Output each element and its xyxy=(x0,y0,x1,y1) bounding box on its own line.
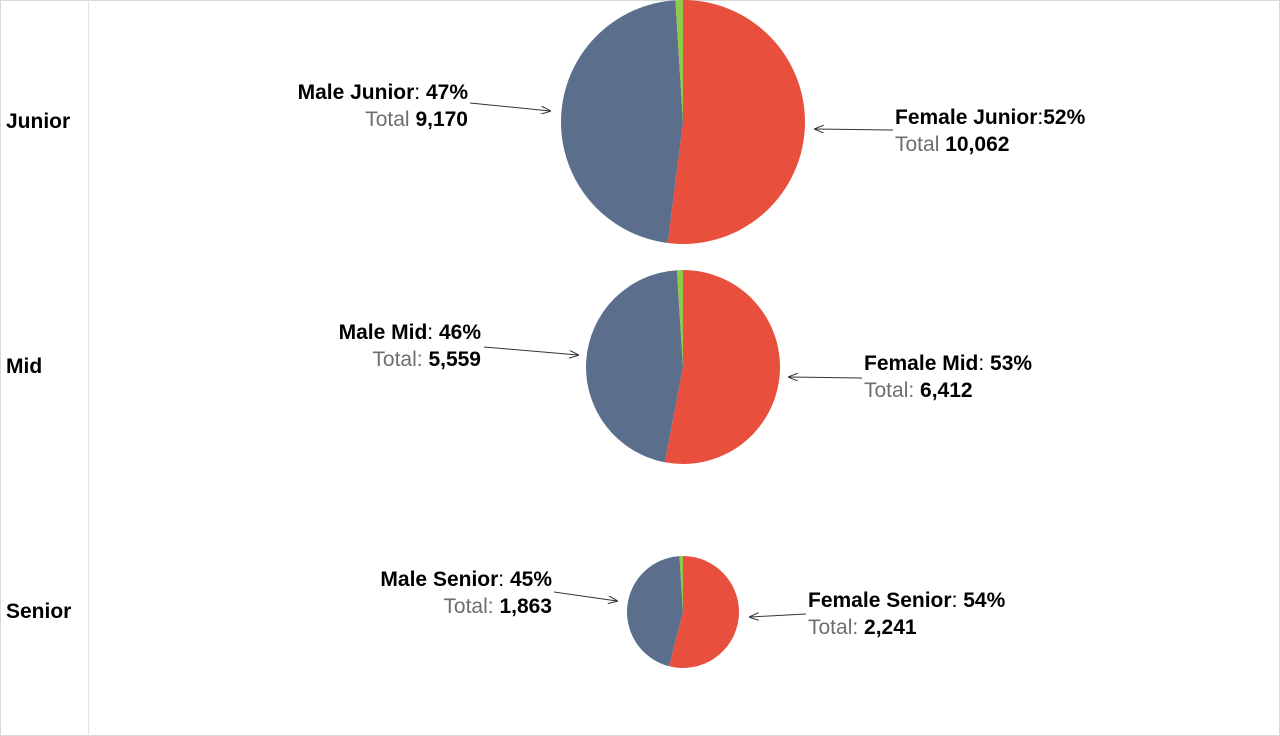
label-female-mid-total: 6,412 xyxy=(920,379,973,402)
label-female-senior-pct: 54% xyxy=(963,589,1006,612)
pie-slice-male-junior xyxy=(560,0,683,244)
label-male-mid-total: 5,559 xyxy=(428,348,481,371)
label-female-mid-pct: 53% xyxy=(990,352,1033,375)
label-male-senior-total: 1,863 xyxy=(499,595,552,618)
callout-arrow-male-junior xyxy=(469,102,550,111)
pie-slice-female-mid xyxy=(664,270,781,465)
label-male-senior-total-label: Total: xyxy=(443,595,500,618)
callout-male-senior: Male Senior: 45% Total: 1,863 xyxy=(380,566,552,620)
pie-slice-male-senior xyxy=(626,556,683,667)
label-female-mid-total-label: Total: xyxy=(864,379,921,402)
row-header-divider xyxy=(88,0,89,736)
callout-female-junior: Female Junior:52% Total 10,062 xyxy=(895,104,1085,158)
callout-male-mid: Male Mid: 46% Total: 5,559 xyxy=(339,319,481,373)
label-female-junior-pct: 52% xyxy=(1043,106,1086,129)
label-female-junior-name: Female Junior xyxy=(895,106,1038,129)
label-female-senior-total-label: Total: xyxy=(808,616,865,639)
callout-female-senior: Female Senior: 54% Total: 2,241 xyxy=(808,587,1005,641)
label-male-junior-total: 9,170 xyxy=(415,108,468,131)
callout-arrow-female-mid xyxy=(789,377,863,378)
label-female-mid-sep: : xyxy=(978,352,991,375)
row-label-junior: Junior xyxy=(6,110,71,133)
callout-male-junior: Male Junior: 47% Total 9,170 xyxy=(298,79,468,133)
row-label-mid: Mid xyxy=(6,355,43,378)
pie-slice-other-junior xyxy=(675,0,683,122)
label-female-mid-name: Female Mid xyxy=(864,352,979,375)
label-female-senior-sep: : xyxy=(951,589,964,612)
label-male-mid-sep: : xyxy=(427,321,439,344)
callout-arrow-male-senior xyxy=(553,591,617,601)
label-female-senior-name: Female Senior xyxy=(808,589,952,612)
pie-slice-female-senior xyxy=(669,556,739,668)
pie-slice-male-mid xyxy=(585,270,683,463)
label-male-junior-total-label: Total xyxy=(365,108,416,131)
pie-slice-other-senior xyxy=(679,556,683,612)
label-male-mid-total-label: Total: xyxy=(372,348,429,371)
callout-arrow-female-junior xyxy=(815,129,894,130)
callout-female-mid: Female Mid: 53% Total: 6,412 xyxy=(864,350,1032,404)
pie-slice-other-mid xyxy=(676,270,683,367)
pie-slice-female-junior xyxy=(667,0,805,245)
label-male-junior-pct: 47% xyxy=(425,81,468,104)
label-male-junior-sep: : xyxy=(414,81,426,104)
label-female-senior-total: 2,241 xyxy=(864,616,917,639)
label-female-junior-sep: : xyxy=(1037,106,1044,129)
row-label-senior: Senior xyxy=(6,600,72,623)
label-male-junior-name: Male Junior xyxy=(297,81,415,104)
label-female-junior-total-label: Total xyxy=(895,133,946,156)
label-male-senior-sep: : xyxy=(498,568,510,591)
label-male-mid-pct: 46% xyxy=(438,321,481,344)
callout-arrow-male-mid xyxy=(483,346,578,355)
label-male-mid-name: Male Mid xyxy=(338,321,428,344)
callout-arrow-female-senior xyxy=(750,614,807,617)
label-male-senior-pct: 45% xyxy=(509,568,552,591)
label-female-junior-total: 10,062 xyxy=(945,133,1010,156)
label-male-senior-name: Male Senior xyxy=(380,568,499,591)
